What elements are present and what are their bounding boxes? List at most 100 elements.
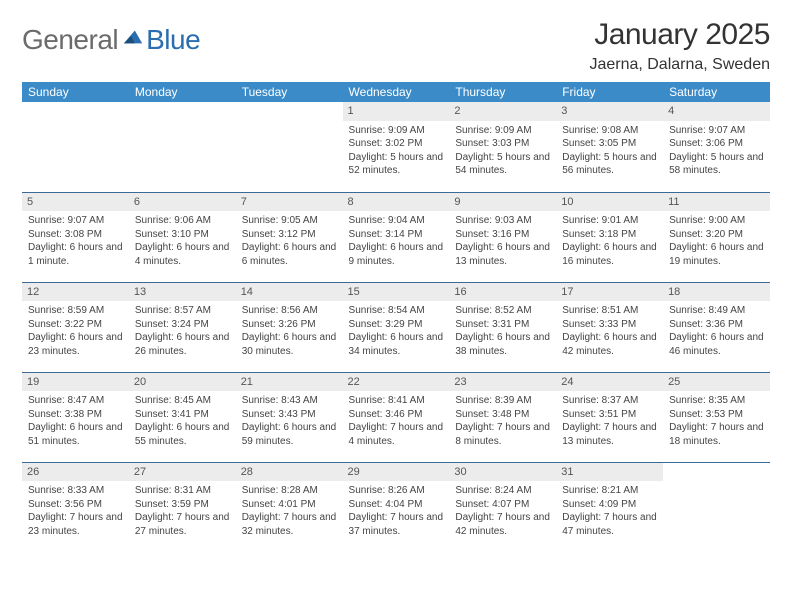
daylight-text: Daylight: 7 hours and 18 minutes. bbox=[669, 421, 764, 448]
sunset-text: Sunset: 3:56 PM bbox=[28, 498, 123, 512]
day-number: 21 bbox=[236, 373, 343, 392]
calendar-day-cell: 19Sunrise: 8:47 AMSunset: 3:38 PMDayligh… bbox=[22, 372, 129, 462]
day-details: Sunrise: 8:28 AMSunset: 4:01 PMDaylight:… bbox=[240, 484, 339, 538]
sunrise-text: Sunrise: 9:00 AM bbox=[669, 214, 764, 228]
day-number: 26 bbox=[22, 463, 129, 482]
sunrise-text: Sunrise: 8:31 AM bbox=[135, 484, 230, 498]
calendar-day-cell: 2Sunrise: 9:09 AMSunset: 3:03 PMDaylight… bbox=[449, 102, 556, 192]
day-details: Sunrise: 9:06 AMSunset: 3:10 PMDaylight:… bbox=[133, 214, 232, 268]
sunset-text: Sunset: 3:51 PM bbox=[562, 408, 657, 422]
day-number: 20 bbox=[129, 373, 236, 392]
sunset-text: Sunset: 3:59 PM bbox=[135, 498, 230, 512]
daylight-text: Daylight: 7 hours and 37 minutes. bbox=[349, 511, 444, 538]
sunrise-text: Sunrise: 8:41 AM bbox=[349, 394, 444, 408]
daylight-text: Daylight: 7 hours and 47 minutes. bbox=[562, 511, 657, 538]
calendar-day-cell: 20 Sunrise: 8:45 AMSunset: 3:41 PMDayligh… bbox=[129, 372, 236, 462]
sunrise-text: Sunrise: 8:56 AM bbox=[242, 304, 337, 318]
sunrise-text: Sunrise: 8:33 AM bbox=[28, 484, 123, 498]
day-number: 7 bbox=[236, 193, 343, 212]
daylight-text: Daylight: 6 hours and 1 minute. bbox=[28, 241, 123, 268]
day-number: 1 bbox=[343, 102, 450, 121]
sunrise-text: Sunrise: 8:21 AM bbox=[562, 484, 657, 498]
brand-triangle-icon bbox=[122, 25, 144, 47]
month-title: January 2025 bbox=[589, 18, 770, 52]
calendar-week-row: 5Sunrise: 9:07 AMSunset: 3:08 PMDaylight… bbox=[22, 192, 770, 282]
day-number: 5 bbox=[22, 193, 129, 212]
calendar-day-cell bbox=[22, 102, 129, 192]
weekday-header: Tuesday bbox=[236, 82, 343, 102]
sunrise-text: Sunrise: 8:28 AM bbox=[242, 484, 337, 498]
sunrise-text: Sunrise: 9:03 AM bbox=[455, 214, 550, 228]
sunrise-text: Sunrise: 8:35 AM bbox=[669, 394, 764, 408]
day-details: Sunrise: 8:33 AMSunset: 3:56 PMDaylight:… bbox=[26, 484, 125, 538]
calendar-day-cell bbox=[129, 102, 236, 192]
sunset-text: Sunset: 3:20 PM bbox=[669, 228, 764, 242]
sunset-text: Sunset: 3:41 PM bbox=[135, 408, 230, 422]
brand-part1: General bbox=[22, 24, 118, 56]
daylight-text: Daylight: 6 hours and 59 minutes. bbox=[242, 421, 337, 448]
daylight-text: Daylight: 7 hours and 42 minutes. bbox=[455, 511, 550, 538]
calendar-day-cell: 31Sunrise: 8:21 AMSunset: 4:09 PMDayligh… bbox=[556, 462, 663, 552]
daylight-text: Daylight: 7 hours and 13 minutes. bbox=[562, 421, 657, 448]
calendar-day-cell: 26 Sunrise: 8:33 AMSunset: 3:56 PMDayligh… bbox=[22, 462, 129, 552]
day-number: 3 bbox=[556, 102, 663, 121]
daylight-text: Daylight: 6 hours and 26 minutes. bbox=[135, 331, 230, 358]
calendar-day-cell: 17Sunrise: 8:51 AMSunset: 3:33 PMDayligh… bbox=[556, 282, 663, 372]
day-details: Sunrise: 8:41 AMSunset: 3:46 PMDaylight:… bbox=[347, 394, 446, 448]
sunrise-text: Sunrise: 9:06 AM bbox=[135, 214, 230, 228]
day-details: Sunrise: 8:21 AMSunset: 4:09 PMDaylight:… bbox=[560, 484, 659, 538]
calendar-day-cell: 29Sunrise: 8:26 AMSunset: 4:04 PMDayligh… bbox=[343, 462, 450, 552]
calendar-day-cell: 8Sunrise: 9:04 AMSunset: 3:14 PMDaylight… bbox=[343, 192, 450, 282]
sunset-text: Sunset: 3:12 PM bbox=[242, 228, 337, 242]
sunset-text: Sunset: 3:02 PM bbox=[349, 137, 444, 151]
weekday-header: Thursday bbox=[449, 82, 556, 102]
daylight-text: Daylight: 7 hours and 8 minutes. bbox=[455, 421, 550, 448]
weekday-header: Wednesday bbox=[343, 82, 450, 102]
sunset-text: Sunset: 3:16 PM bbox=[455, 228, 550, 242]
calendar-day-cell: 3 Sunrise: 9:08 AMSunset: 3:05 PMDaylight… bbox=[556, 102, 663, 192]
sunrise-text: Sunrise: 8:39 AM bbox=[455, 394, 550, 408]
daylight-text: Daylight: 7 hours and 4 minutes. bbox=[349, 421, 444, 448]
sunset-text: Sunset: 3:14 PM bbox=[349, 228, 444, 242]
sunset-text: Sunset: 3:53 PM bbox=[669, 408, 764, 422]
day-details: Sunrise: 8:39 AMSunset: 3:48 PMDaylight:… bbox=[453, 394, 552, 448]
weekday-header: Friday bbox=[556, 82, 663, 102]
calendar-day-cell: 12Sunrise: 8:59 AMSunset: 3:22 PMDayligh… bbox=[22, 282, 129, 372]
daylight-text: Daylight: 6 hours and 34 minutes. bbox=[349, 331, 444, 358]
sunrise-text: Sunrise: 9:09 AM bbox=[455, 124, 550, 138]
day-number: 18 bbox=[663, 283, 770, 302]
sunrise-text: Sunrise: 9:01 AM bbox=[562, 214, 657, 228]
calendar-day-cell: 22Sunrise: 8:41 AMSunset: 3:46 PMDayligh… bbox=[343, 372, 450, 462]
daylight-text: Daylight: 5 hours and 52 minutes. bbox=[349, 151, 444, 178]
sunset-text: Sunset: 3:03 PM bbox=[455, 137, 550, 151]
calendar-day-cell: 21 Sunrise: 8:43 AMSunset: 3:43 PMDayligh… bbox=[236, 372, 343, 462]
day-number: 2 bbox=[449, 102, 556, 121]
calendar-day-cell: 1Sunrise: 9:09 AMSunset: 3:02 PMDaylight… bbox=[343, 102, 450, 192]
location-text: Jaerna, Dalarna, Sweden bbox=[589, 56, 770, 74]
day-number: 4 bbox=[663, 102, 770, 121]
weekday-header: Sunday bbox=[22, 82, 129, 102]
day-details: Sunrise: 9:08 AMSunset: 3:05 PMDaylight:… bbox=[560, 124, 659, 178]
sunset-text: Sunset: 4:04 PM bbox=[349, 498, 444, 512]
day-number: 28 bbox=[236, 463, 343, 482]
day-details: Sunrise: 9:07 AMSunset: 3:06 PMDaylight:… bbox=[667, 124, 766, 178]
calendar-day-cell: 11Sunrise: 9:00 AMSunset: 3:20 PMDayligh… bbox=[663, 192, 770, 282]
calendar-table: Sunday Monday Tuesday Wednesday Thursday… bbox=[22, 82, 770, 552]
sunset-text: Sunset: 4:01 PM bbox=[242, 498, 337, 512]
sunrise-text: Sunrise: 8:45 AM bbox=[135, 394, 230, 408]
calendar-day-cell: 15Sunrise: 8:54 AMSunset: 3:29 PMDayligh… bbox=[343, 282, 450, 372]
calendar-day-cell: 27Sunrise: 8:31 AMSunset: 3:59 PMDayligh… bbox=[129, 462, 236, 552]
sunrise-text: Sunrise: 8:52 AM bbox=[455, 304, 550, 318]
sunset-text: Sunset: 3:05 PM bbox=[562, 137, 657, 151]
day-details: Sunrise: 9:01 AMSunset: 3:18 PMDaylight:… bbox=[560, 214, 659, 268]
day-number: 14 bbox=[236, 283, 343, 302]
day-number: 19 bbox=[22, 373, 129, 392]
calendar-day-cell bbox=[236, 102, 343, 192]
calendar-day-cell: 24Sunrise: 8:37 AMSunset: 3:51 PMDayligh… bbox=[556, 372, 663, 462]
daylight-text: Daylight: 6 hours and 13 minutes. bbox=[455, 241, 550, 268]
day-details: Sunrise: 8:45 AMSunset: 3:41 PMDaylight:… bbox=[133, 394, 232, 448]
sunset-text: Sunset: 3:22 PM bbox=[28, 318, 123, 332]
day-details: Sunrise: 8:43 AMSunset: 3:43 PMDaylight:… bbox=[240, 394, 339, 448]
daylight-text: Daylight: 7 hours and 23 minutes. bbox=[28, 511, 123, 538]
day-number: 12 bbox=[22, 283, 129, 302]
